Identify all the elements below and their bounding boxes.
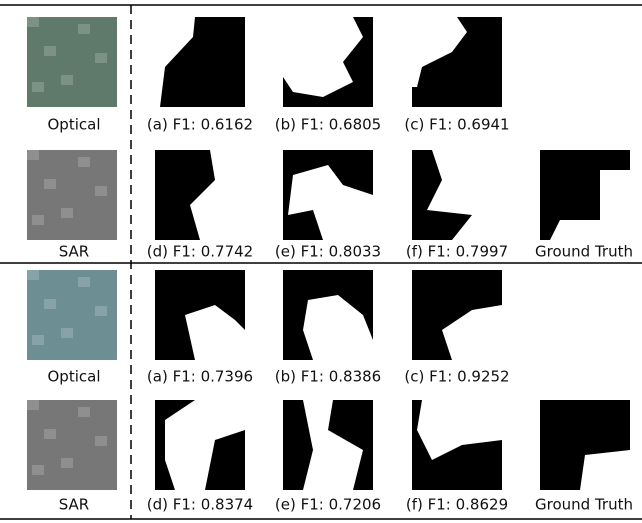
sar-image-texture (27, 150, 39, 160)
figure: Optical SAR (a) F1: 0.6162 (b) F1: 0.6805 (c… (0, 0, 642, 523)
result-caption: (c) F1: 0.6941 (404, 116, 509, 134)
optical-image-texture (95, 306, 107, 316)
ground-truth-label: Ground Truth (535, 496, 633, 514)
sar-label: SAR (59, 243, 89, 261)
sar-image-texture (44, 179, 56, 189)
optical-image-texture (32, 82, 44, 92)
sar-image-texture (32, 215, 44, 225)
result-caption: (f) F1: 0.8629 (406, 496, 508, 514)
sar-image-texture (95, 436, 107, 446)
sar-label: SAR (59, 496, 89, 514)
result-caption: (b) F1: 0.8386 (275, 368, 381, 386)
optical-image-texture (61, 328, 73, 338)
result-caption: (d) F1: 0.7742 (147, 243, 253, 261)
sar-image-texture (95, 186, 107, 196)
sar-image-texture (44, 429, 56, 439)
optical-image-texture (78, 24, 90, 34)
sar-image-texture (27, 400, 39, 410)
result-caption: (a) F1: 0.6162 (147, 116, 253, 134)
result-caption: (a) F1: 0.7396 (147, 368, 253, 386)
sar-image-texture (61, 458, 73, 468)
sar-image-texture (78, 157, 90, 167)
result-caption: (e) F1: 0.8033 (275, 243, 381, 261)
sar-image-texture (32, 465, 44, 475)
optical-label: Optical (48, 368, 101, 386)
ground-truth-label: Ground Truth (535, 243, 633, 261)
optical-image-texture (78, 277, 90, 287)
result-caption: (c) F1: 0.9252 (404, 368, 509, 386)
optical-image-texture (27, 270, 39, 280)
sar-image-texture (61, 208, 73, 218)
result-caption: (b) F1: 0.6805 (275, 116, 381, 134)
optical-image-texture (32, 335, 44, 345)
sar-image-texture (78, 407, 90, 417)
result-caption: (e) F1: 0.7206 (275, 496, 381, 514)
result-caption: (d) F1: 0.8374 (147, 496, 253, 514)
optical-image-texture (61, 75, 73, 85)
optical-label: Optical (48, 116, 101, 134)
optical-image-texture (44, 46, 56, 56)
optical-image-texture (27, 17, 39, 27)
optical-image-texture (44, 299, 56, 309)
optical-image-texture (95, 53, 107, 63)
result-caption: (f) F1: 0.7997 (406, 243, 508, 261)
